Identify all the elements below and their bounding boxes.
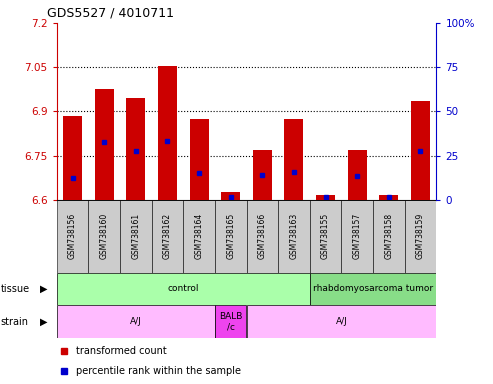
Bar (215, 305, 246, 338)
Bar (95, 89, 113, 200)
Text: GSM738156: GSM738156 (68, 213, 77, 259)
Bar (57, 200, 88, 273)
Text: GSM738158: GSM738158 (385, 213, 393, 259)
Text: percentile rank within the sample: percentile rank within the sample (76, 366, 241, 376)
Text: A/J: A/J (336, 317, 347, 326)
Text: GSM738159: GSM738159 (416, 213, 425, 259)
Bar (405, 200, 436, 273)
Bar (348, 150, 367, 200)
Text: GSM738165: GSM738165 (226, 213, 235, 259)
Text: rhabdomyosarcoma tumor: rhabdomyosarcoma tumor (313, 285, 433, 293)
Text: GSM738163: GSM738163 (289, 213, 298, 259)
Bar (57, 273, 310, 305)
Text: GSM738160: GSM738160 (100, 213, 108, 259)
Text: strain: strain (0, 316, 29, 327)
Bar (278, 200, 310, 273)
Bar (88, 200, 120, 273)
Text: GSM738161: GSM738161 (131, 213, 141, 259)
Bar (221, 192, 240, 200)
Bar (246, 305, 436, 338)
Text: ▶: ▶ (40, 284, 48, 294)
Bar (120, 200, 152, 273)
Bar (57, 305, 215, 338)
Bar (158, 66, 177, 200)
Bar (246, 200, 278, 273)
Bar (310, 273, 436, 305)
Bar (215, 200, 246, 273)
Text: GSM738164: GSM738164 (195, 213, 204, 259)
Text: GSM738157: GSM738157 (352, 213, 362, 259)
Bar (310, 200, 341, 273)
Bar (152, 200, 183, 273)
Text: GSM738155: GSM738155 (321, 213, 330, 259)
Bar (316, 195, 335, 200)
Bar (253, 150, 272, 200)
Text: control: control (168, 285, 199, 293)
Text: GDS5527 / 4010711: GDS5527 / 4010711 (47, 6, 174, 19)
Bar (341, 200, 373, 273)
Bar (126, 98, 145, 200)
Bar (373, 200, 405, 273)
Text: GSM738162: GSM738162 (163, 213, 172, 259)
Text: transformed count: transformed count (76, 346, 167, 356)
Text: tissue: tissue (0, 284, 30, 294)
Text: GSM738166: GSM738166 (258, 213, 267, 259)
Bar (183, 200, 215, 273)
Bar (63, 116, 82, 200)
Text: BALB
/c: BALB /c (219, 312, 243, 331)
Text: ▶: ▶ (40, 316, 48, 327)
Bar (380, 195, 398, 200)
Bar (411, 101, 430, 200)
Bar (284, 119, 304, 200)
Text: A/J: A/J (130, 317, 141, 326)
Bar (189, 119, 209, 200)
